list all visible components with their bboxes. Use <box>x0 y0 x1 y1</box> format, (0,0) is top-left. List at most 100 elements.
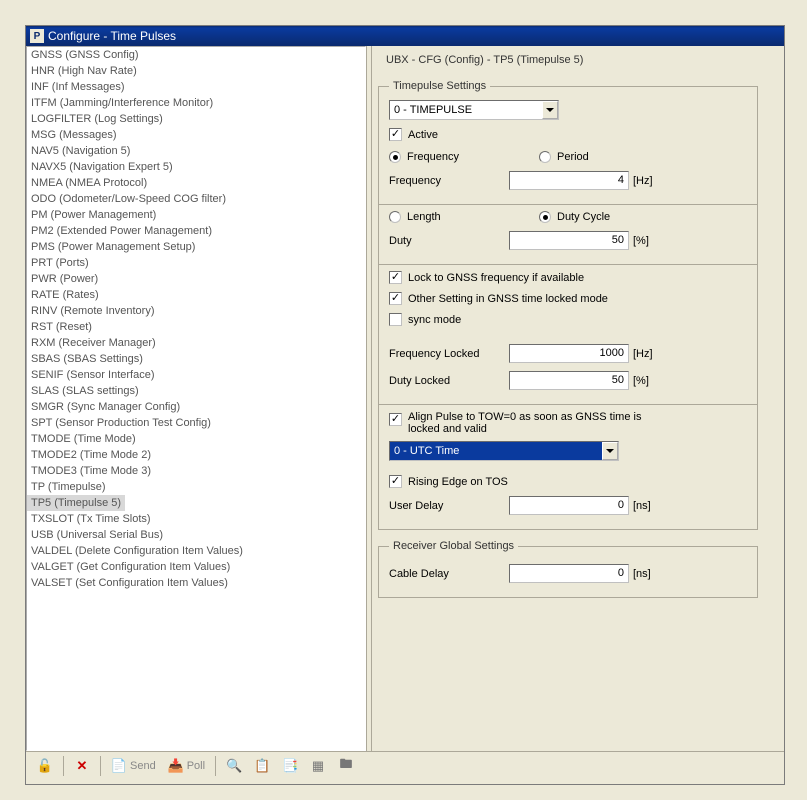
tool-button-4[interactable]: ▦ <box>305 755 331 777</box>
chevron-down-icon[interactable] <box>602 442 618 460</box>
cable-delay-row: Cable Delay 0 [ns] <box>389 564 747 583</box>
content-area: GNSS (GNSS Config)HNR (High Nav Rate)INF… <box>26 46 784 751</box>
separator <box>379 404 757 405</box>
tool-icon: 📑 <box>282 758 298 774</box>
config-list-item[interactable]: VALDEL (Delete Configuration Item Values… <box>27 543 365 559</box>
freq-locked-label: Frequency Locked <box>389 348 509 360</box>
tool-button-2[interactable]: 📋 <box>249 755 275 777</box>
config-list-item[interactable]: NAVX5 (Navigation Expert 5) <box>27 159 365 175</box>
tool-icon: 🔍 <box>226 758 242 774</box>
other-setting-checkbox[interactable] <box>389 292 402 305</box>
tool-button-3[interactable]: 📑 <box>277 755 303 777</box>
duty-cycle-radio-label: Duty Cycle <box>557 211 610 223</box>
freq-locked-unit: [Hz] <box>633 348 653 360</box>
user-delay-unit: [ns] <box>633 500 651 512</box>
active-row: Active <box>389 128 747 141</box>
duty-locked-row: Duty Locked 50 [%] <box>389 371 747 390</box>
config-list-item[interactable]: SENIF (Sensor Interface) <box>27 367 365 383</box>
send-label: Send <box>130 760 156 772</box>
config-list-item[interactable]: PRT (Ports) <box>27 255 365 271</box>
config-list-item[interactable]: INF (Inf Messages) <box>27 79 365 95</box>
freq-locked-row: Frequency Locked 1000 [Hz] <box>389 344 747 363</box>
tool-button-1[interactable]: 🔍 <box>221 755 247 777</box>
config-list-item[interactable]: ODO (Odometer/Low-Speed COG filter) <box>27 191 365 207</box>
sync-mode-checkbox[interactable] <box>389 313 402 326</box>
config-list-item[interactable]: TMODE2 (Time Mode 2) <box>27 447 365 463</box>
config-list-item[interactable]: PWR (Power) <box>27 271 365 287</box>
frequency-row: Frequency 4 [Hz] <box>389 171 747 190</box>
config-list-item[interactable]: VALGET (Get Configuration Item Values) <box>27 559 365 575</box>
duty-input[interactable]: 50 <box>509 231 629 250</box>
separator <box>215 756 216 776</box>
frequency-input[interactable]: 4 <box>509 171 629 190</box>
time-select-value: 0 - UTC Time <box>394 445 459 457</box>
send-button[interactable]: 📄Send <box>106 755 161 777</box>
lock-button[interactable]: 🔓 <box>32 755 58 777</box>
separator <box>379 204 757 205</box>
receiver-global-legend: Receiver Global Settings <box>389 540 518 552</box>
config-list-item[interactable]: RST (Reset) <box>27 319 365 335</box>
timepulse-select-value: 0 - TIMEPULSE <box>394 104 472 116</box>
duty-locked-input[interactable]: 50 <box>509 371 629 390</box>
config-list-item[interactable]: TP5 (Timepulse 5) <box>27 495 125 511</box>
config-list-item[interactable]: RATE (Rates) <box>27 287 365 303</box>
config-list-item[interactable]: PMS (Power Management Setup) <box>27 239 365 255</box>
cable-delay-unit: [ns] <box>633 568 651 580</box>
timepulse-select[interactable]: 0 - TIMEPULSE <box>389 100 559 120</box>
config-list[interactable]: GNSS (GNSS Config)HNR (High Nav Rate)INF… <box>27 47 365 750</box>
config-list-item[interactable]: LOGFILTER (Log Settings) <box>27 111 365 127</box>
config-list-item[interactable]: TMODE (Time Mode) <box>27 431 365 447</box>
cable-delay-input[interactable]: 0 <box>509 564 629 583</box>
config-list-item[interactable]: SBAS (SBAS Settings) <box>27 351 365 367</box>
time-select[interactable]: 0 - UTC Time <box>389 441 619 461</box>
config-list-item[interactable]: SMGR (Sync Manager Config) <box>27 399 365 415</box>
align-pulse-checkbox[interactable] <box>389 413 402 426</box>
rising-edge-checkbox[interactable] <box>389 475 402 488</box>
config-list-item[interactable]: GNSS (GNSS Config) <box>27 47 365 63</box>
titlebar[interactable]: P Configure - Time Pulses <box>26 26 784 46</box>
config-list-item[interactable]: TMODE3 (Time Mode 3) <box>27 463 365 479</box>
freq-locked-input[interactable]: 1000 <box>509 344 629 363</box>
period-radio[interactable] <box>539 151 551 163</box>
config-list-panel: GNSS (GNSS Config)HNR (High Nav Rate)INF… <box>26 46 366 751</box>
frequency-unit: [Hz] <box>633 175 653 187</box>
align-pulse-row: Align Pulse to TOW=0 as soon as GNSS tim… <box>389 411 747 435</box>
length-radio[interactable] <box>389 211 401 223</box>
lock-gnss-checkbox[interactable] <box>389 271 402 284</box>
user-delay-input[interactable]: 0 <box>509 496 629 515</box>
config-list-item[interactable]: RINV (Remote Inventory) <box>27 303 365 319</box>
config-list-item[interactable]: VALSET (Set Configuration Item Values) <box>27 575 365 591</box>
config-list-item[interactable]: NMEA (NMEA Protocol) <box>27 175 365 191</box>
tool-icon: 🖿 <box>338 758 354 774</box>
config-list-item[interactable]: PM (Power Management) <box>27 207 365 223</box>
active-checkbox[interactable] <box>389 128 402 141</box>
rising-edge-label: Rising Edge on TOS <box>408 476 508 488</box>
config-list-item[interactable]: ITFM (Jamming/Interference Monitor) <box>27 95 365 111</box>
poll-icon: 📥 <box>168 758 184 774</box>
sync-mode-label: sync mode <box>408 314 461 326</box>
config-list-item[interactable]: SPT (Sensor Production Test Config) <box>27 415 365 431</box>
config-list-item[interactable]: RXM (Receiver Manager) <box>27 335 365 351</box>
config-list-item[interactable]: SLAS (SLAS settings) <box>27 383 365 399</box>
config-list-item[interactable]: MSG (Messages) <box>27 127 365 143</box>
user-delay-label: User Delay <box>389 500 509 512</box>
config-list-item[interactable]: NAV5 (Navigation 5) <box>27 143 365 159</box>
config-list-item[interactable]: HNR (High Nav Rate) <box>27 63 365 79</box>
frequency-radio-label: Frequency <box>407 151 459 163</box>
duty-row: Duty 50 [%] <box>389 231 747 250</box>
tool-button-5[interactable]: 🖿 <box>333 755 359 777</box>
frequency-radio[interactable] <box>389 151 401 163</box>
configure-window: P Configure - Time Pulses GNSS (GNSS Con… <box>25 25 785 785</box>
chevron-down-icon[interactable] <box>542 101 558 119</box>
config-list-item[interactable]: PM2 (Extended Power Management) <box>27 223 365 239</box>
length-radio-label: Length <box>407 211 441 223</box>
lock-gnss-row: Lock to GNSS frequency if available <box>389 271 747 284</box>
duty-cycle-radio[interactable] <box>539 211 551 223</box>
poll-button[interactable]: 📥Poll <box>163 755 210 777</box>
config-list-item[interactable]: TP (Timepulse) <box>27 479 365 495</box>
separator <box>100 756 101 776</box>
config-list-item[interactable]: TXSLOT (Tx Time Slots) <box>27 511 365 527</box>
config-list-item[interactable]: USB (Universal Serial Bus) <box>27 527 365 543</box>
delete-button[interactable]: ✕ <box>69 755 95 777</box>
lock-gnss-label: Lock to GNSS frequency if available <box>408 272 584 284</box>
